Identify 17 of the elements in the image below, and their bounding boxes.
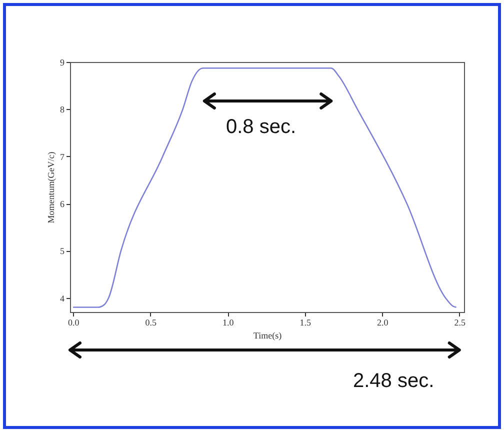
y-tick-label: 8	[60, 104, 65, 115]
x-tick-label: 1.5	[300, 318, 312, 328]
y-tick-label: 4	[60, 293, 65, 304]
annotation: 0.8 sec.	[226, 116, 296, 139]
x-tick-label: 0.5	[145, 318, 157, 328]
x-tick-label: 2.5	[454, 318, 466, 328]
x-axis-title: Time(s)	[253, 330, 282, 340]
text: 2.48 sec.	[353, 370, 434, 393]
y-tick-label: 9	[60, 58, 65, 68]
y-axis-title: Momentum(GeV/c)	[46, 152, 56, 224]
x-tick-label: 0.0	[68, 318, 80, 328]
y-tick-label: 7	[60, 152, 65, 162]
x-tick-label: 2.0	[376, 318, 389, 328]
y-tick-label: 6	[60, 199, 65, 210]
line-series	[72, 67, 457, 308]
y-tick-label: 5	[60, 246, 65, 256]
x-tick-label: 1.0	[222, 318, 234, 328]
